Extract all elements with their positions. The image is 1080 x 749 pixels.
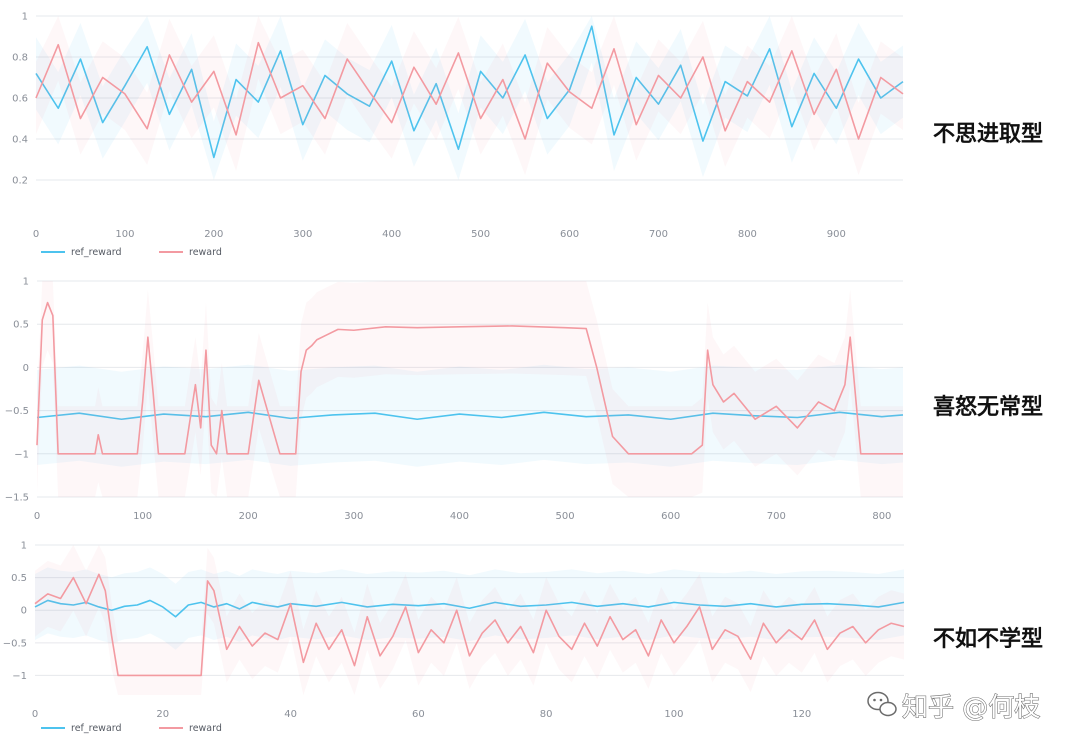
x-tick-label: 300 (344, 511, 363, 522)
ref_reward-band (37, 364, 903, 467)
watermark: 知乎 @何枝 (867, 691, 1041, 724)
legend-label-reward[interactable]: reward (189, 247, 222, 258)
y-tick-label: 1 (22, 12, 28, 23)
ref_reward-band (36, 16, 903, 180)
ref_reward-line (34, 599, 905, 618)
y-tick-label: 1 (21, 541, 27, 552)
x-tick-label: 500 (471, 229, 490, 240)
y-tick-label: 0.2 (12, 176, 28, 187)
y-tick-label: −1 (12, 671, 27, 682)
x-tick-label: 20 (156, 709, 169, 720)
x-tick-label: 500 (556, 511, 575, 522)
x-tick-label: 900 (827, 229, 846, 240)
y-tick-label: 0 (23, 363, 29, 374)
x-tick-label: 300 (293, 229, 312, 240)
y-tick-label: −0.5 (3, 638, 27, 649)
x-tick-label: 100 (664, 709, 683, 720)
y-tick-label: −0.5 (5, 406, 29, 417)
reward-band (36, 16, 903, 176)
x-tick-label: 800 (738, 229, 757, 240)
chart-3: −1 −0.5 0 0.5 1 0 20 40 60 80 100 120 不如不学型 ref_rewar… (3, 541, 1043, 735)
y-tick-label: 0.4 (12, 135, 28, 146)
ref_reward-line (36, 411, 904, 421)
x-tick-label: 600 (560, 229, 579, 240)
x-tick-label: 40 (284, 709, 297, 720)
wechat-eye (873, 698, 876, 702)
y-tick-label: 0.8 (12, 53, 28, 64)
wechat-bubble-large (867, 691, 889, 711)
reward-band (35, 545, 904, 695)
ref_reward-line (35, 25, 904, 159)
reward-line (34, 573, 905, 677)
reward-band (37, 281, 903, 497)
y-tick-label: 0 (21, 606, 27, 617)
x-tick-label: 0 (32, 709, 38, 720)
y-tick-label: −1 (14, 449, 29, 460)
legend-label-ref_reward[interactable]: ref_reward (71, 247, 122, 258)
x-tick-label: 700 (649, 229, 668, 240)
legend: ref_reward reward (41, 247, 222, 258)
chart-type-label: 喜怒无常型 (933, 394, 1043, 420)
chart-type-label: 不如不学型 (933, 626, 1043, 652)
y-tick-label: 0.6 (12, 94, 28, 105)
x-tick-label: 700 (767, 511, 786, 522)
chart-1: 0.2 0.4 0.6 0.8 1 0 100 200 300 400 500 600 700 800 90… (12, 12, 1043, 259)
legend-label-reward[interactable]: reward (189, 723, 222, 734)
wechat-eye (879, 698, 883, 702)
legend: ref_reward reward (41, 723, 222, 734)
chart-type-label: 不思进取型 (933, 122, 1043, 147)
x-tick-label: 100 (115, 229, 134, 240)
x-tick-label: 400 (450, 511, 469, 522)
x-tick-label: 0 (34, 511, 40, 522)
y-tick-label: −1.5 (5, 493, 29, 504)
legend-label-ref_reward[interactable]: ref_reward (71, 723, 122, 734)
x-tick-label: 100 (133, 511, 152, 522)
x-tick-label: 800 (872, 511, 891, 522)
chart-2: −1.5 −1 −0.5 0 0.5 1 0 100 200 300 400 500 600 700 800… (5, 277, 1043, 523)
x-tick-label: 200 (204, 229, 223, 240)
reward-line (35, 41, 904, 140)
x-tick-label: 60 (412, 709, 425, 720)
reward-line (36, 301, 903, 455)
y-tick-label: 0.5 (13, 320, 29, 331)
watermark-text: 知乎 @何枝 (902, 693, 1040, 723)
x-tick-label: 600 (661, 511, 680, 522)
x-tick-label: 0 (33, 229, 39, 240)
x-tick-label: 400 (382, 229, 401, 240)
y-tick-label: 1 (23, 277, 29, 288)
x-tick-label: 120 (792, 709, 811, 720)
x-tick-label: 200 (239, 511, 258, 522)
y-tick-label: 0.5 (11, 573, 27, 584)
wechat-icon (867, 691, 897, 717)
wechat-bubble-small (879, 701, 897, 717)
x-tick-label: 80 (540, 709, 553, 720)
